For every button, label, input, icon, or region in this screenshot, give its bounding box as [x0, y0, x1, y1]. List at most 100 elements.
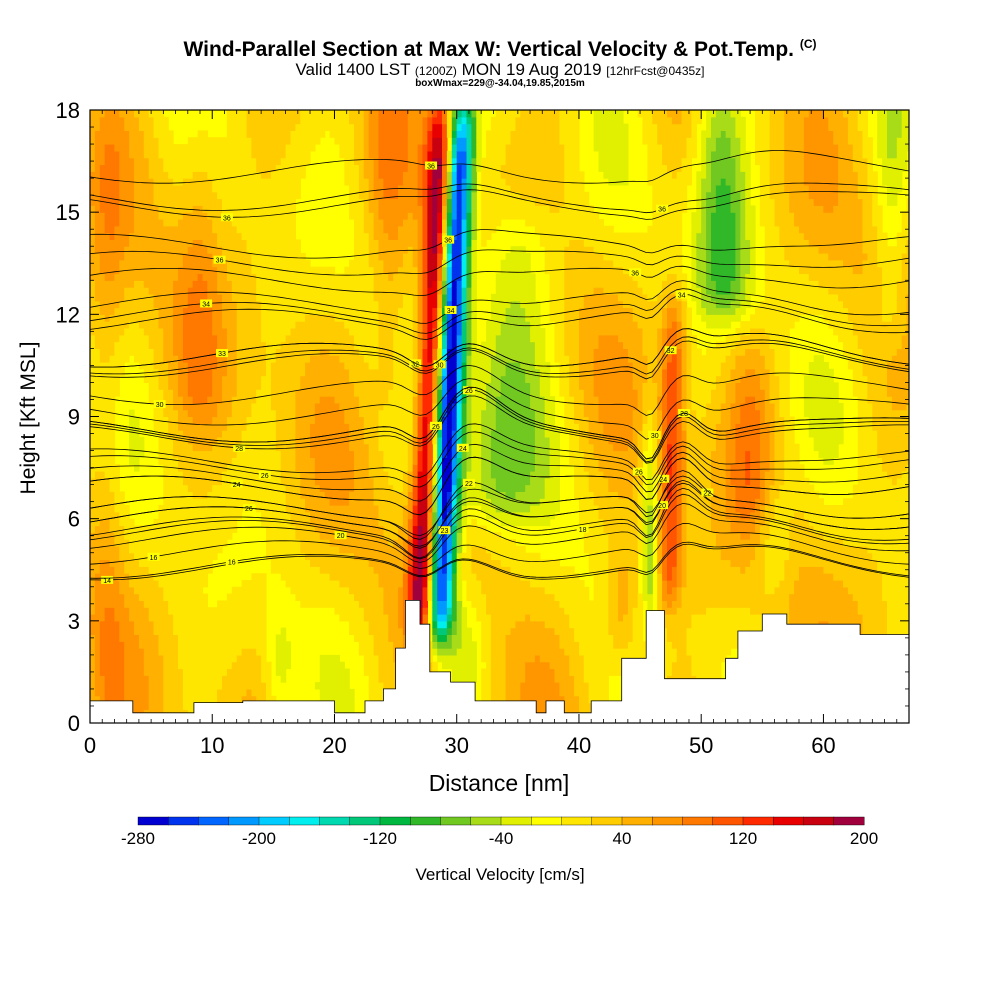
field-cell: [197, 137, 204, 145]
field-cell: [104, 620, 111, 629]
field-cell: [256, 362, 262, 370]
field-cell: [182, 634, 189, 642]
field-cell: [222, 225, 228, 234]
field-cell: [222, 423, 228, 431]
field-cell: [212, 641, 218, 649]
field-cell: [373, 593, 380, 601]
field-cell: [231, 464, 238, 472]
field-cell: [207, 382, 213, 390]
field-cell: [378, 368, 384, 377]
field-cell: [368, 614, 375, 622]
field-cell: [104, 450, 111, 458]
field-cell: [241, 668, 248, 676]
field-cell: [212, 423, 218, 431]
field-cell: [305, 436, 311, 445]
field-cell: [109, 586, 116, 595]
field-cell: [99, 545, 106, 554]
field-cell: [256, 293, 262, 302]
field-cell: [285, 198, 292, 206]
field-cell: [148, 668, 155, 676]
field-cell: [124, 355, 130, 363]
field-cell: [270, 266, 277, 275]
field-cell: [178, 477, 184, 486]
field-cell: [383, 232, 389, 240]
field-cell: [138, 525, 145, 533]
field-cell: [349, 620, 355, 629]
field-cell: [226, 688, 233, 697]
field-cell: [212, 545, 218, 554]
field-cell: [310, 416, 316, 424]
field-cell: [339, 586, 345, 595]
field-cell: [163, 607, 169, 615]
field-cell: [349, 184, 355, 193]
field-cell: [182, 423, 189, 431]
field-cell: [192, 348, 199, 356]
field-cell: [94, 477, 101, 486]
field-cell: [275, 225, 282, 234]
field-cell: [99, 436, 106, 445]
field-cell: [90, 654, 96, 663]
field-cell: [349, 382, 355, 390]
field-cell: [173, 593, 179, 601]
field-cell: [212, 171, 218, 179]
field-cell: [236, 273, 243, 281]
field-cell: [319, 518, 326, 527]
field-cell: [222, 627, 228, 635]
field-cell: [222, 246, 228, 254]
field-cell: [363, 355, 370, 363]
field-cell: [388, 362, 394, 370]
field-cell: [158, 225, 164, 234]
field-cell: [256, 164, 262, 172]
field-cell: [226, 532, 233, 540]
field-cell: [368, 225, 375, 234]
field-cell: [207, 532, 213, 540]
field-cell: [173, 511, 179, 520]
field-cell: [314, 580, 321, 588]
field-cell: [94, 164, 101, 172]
field-cell: [192, 505, 199, 513]
field-cell: [182, 212, 189, 220]
field-cell: [158, 253, 164, 261]
field-cell: [319, 545, 326, 554]
field-cell: [393, 436, 399, 445]
field-cell: [383, 511, 389, 520]
field-cell: [94, 688, 101, 697]
field-cell: [339, 688, 345, 697]
field-cell: [173, 539, 179, 547]
field-cell: [207, 559, 213, 567]
field-cell: [226, 334, 233, 343]
field-cell: [241, 477, 248, 486]
field-cell: [222, 382, 228, 390]
field-cell: [153, 341, 160, 349]
field-cell: [226, 116, 233, 125]
field-cell: [192, 191, 199, 200]
field-cell: [217, 382, 223, 390]
field-cell: [256, 430, 262, 438]
field-cell: [226, 184, 233, 193]
field-cell: [329, 348, 336, 356]
field-cell: [290, 436, 296, 445]
field-cell: [197, 171, 204, 179]
field-cell: [319, 498, 326, 506]
field-cell: [290, 423, 296, 431]
field-cell: [251, 423, 257, 431]
field-cell: [295, 436, 301, 445]
field-cell: [251, 498, 257, 506]
field-cell: [324, 511, 331, 520]
field-cell: [217, 450, 223, 458]
field-cell: [246, 157, 252, 166]
field-cell: [290, 341, 296, 349]
field-cell: [182, 259, 189, 268]
field-cell: [246, 116, 252, 125]
field-cell: [261, 491, 267, 499]
field-cell: [363, 368, 370, 377]
field-cell: [358, 232, 365, 240]
field-cell: [363, 416, 370, 424]
field-cell: [168, 321, 174, 329]
field-cell: [383, 518, 389, 527]
field-cell: [182, 362, 189, 370]
field-cell: [334, 559, 340, 567]
field-cell: [266, 130, 272, 138]
field-cell: [373, 668, 380, 676]
field-cell: [261, 280, 267, 288]
